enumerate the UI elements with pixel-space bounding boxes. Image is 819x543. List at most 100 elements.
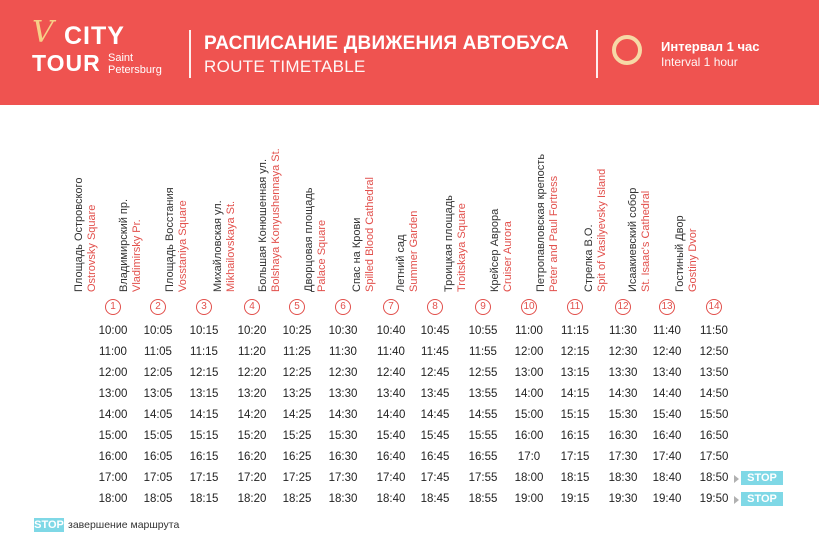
departure-time: 14:40 <box>376 409 406 421</box>
departure-time: 19:00 <box>514 493 544 505</box>
departure-time: 13:25 <box>282 388 312 400</box>
departure-time: 16:15 <box>560 430 590 442</box>
departure-time: 14:30 <box>328 409 358 421</box>
stop-name-ru: Дворцовая площадь <box>303 187 315 292</box>
logo-subtitle-line2: Petersburg <box>108 64 162 76</box>
stop-name-en: Vladimirsky Pr. <box>131 219 143 292</box>
departure-time: 13:40 <box>376 388 406 400</box>
departure-time: 11:25 <box>283 346 311 358</box>
departure-time: 17:45 <box>420 472 450 484</box>
departure-time: 15:25 <box>282 430 312 442</box>
departure-time: 11:40 <box>377 346 405 358</box>
departure-time: 13:30 <box>608 367 638 379</box>
departure-time: 11:30 <box>609 325 637 337</box>
stop-number-badge: 11 <box>567 299 583 315</box>
interval-label-en: Interval 1 hour <box>661 55 738 69</box>
departure-time: 18:40 <box>376 493 406 505</box>
departure-time: 18:05 <box>143 493 173 505</box>
page-title-ru: РАСПИСАНИЕ ДВИЖЕНИЯ АВТОБУСА <box>204 33 569 54</box>
stop-name-en: Ostrovsky Square <box>86 204 98 292</box>
departure-time: 12:40 <box>376 367 406 379</box>
stop-number-badge: 5 <box>289 299 305 315</box>
departure-time: 13:00 <box>98 388 128 400</box>
stop-name-en: St. Isaac's Cathedral <box>640 190 652 292</box>
stop-name: Площадь Восстания Vosstaniya Square <box>164 187 190 292</box>
departure-time: 11:50 <box>700 325 728 337</box>
departure-time: 15:20 <box>237 430 267 442</box>
arrow-right-icon <box>734 475 739 483</box>
stop-name-en: Troitskaya Square <box>456 203 468 292</box>
stop-name: Михайловская ул. Mikhailovskaya St. <box>212 200 238 292</box>
departure-time: 18:55 <box>468 493 498 505</box>
departure-time: 19:40 <box>652 493 682 505</box>
page-title-en: ROUTE TIMETABLE <box>204 57 366 76</box>
departure-time: 16:25 <box>282 451 312 463</box>
departure-time: 13:50 <box>699 367 729 379</box>
interval-label-ru: Интервал 1 час <box>661 39 760 54</box>
departure-time: 15:30 <box>328 430 358 442</box>
departure-time: 14:40 <box>652 388 682 400</box>
stop-name-en: Spit of Vasilyevsky Island <box>596 168 608 292</box>
departure-time: 14:15 <box>189 409 219 421</box>
header-banner: V CITY TOUR Saint Petersburg РАСПИСАНИЕ … <box>0 0 819 105</box>
stop-number-badge: 9 <box>475 299 491 315</box>
header-divider-left <box>189 30 191 78</box>
stop-name-en: Vosstaniya Square <box>177 200 189 292</box>
departure-time: 13:55 <box>468 388 498 400</box>
departure-time: 13:20 <box>237 388 267 400</box>
stop-number-badge: 1 <box>105 299 121 315</box>
departure-time: 16:30 <box>608 430 638 442</box>
departure-time: 12:25 <box>282 367 312 379</box>
departure-time: 15:00 <box>514 409 544 421</box>
departure-time: 17:50 <box>699 451 729 463</box>
departure-time: 12:00 <box>98 367 128 379</box>
departure-time: 17:05 <box>143 472 173 484</box>
stop-name: Стрелка В.О. Spit of Vasilyevsky Island <box>583 169 609 292</box>
stop-name: Большая Конюшенная ул. Bolshaya Konyushen… <box>257 148 283 292</box>
stop-number-badge: 7 <box>383 299 399 315</box>
stop-name-en: Cruiser Aurora <box>502 221 514 292</box>
stop-name-en: Palace Square <box>316 219 328 292</box>
departure-time: 17:00 <box>98 472 128 484</box>
departure-time: 17:30 <box>328 472 358 484</box>
departure-time: 14:00 <box>98 409 128 421</box>
stop-number-badge: 8 <box>427 299 443 315</box>
stop-name: Троицкая площадь Troitskaya Square <box>443 195 469 292</box>
departure-time: 18:20 <box>237 493 267 505</box>
legend-text: завершение маршрута <box>68 519 180 531</box>
stop-number-badge: 3 <box>196 299 212 315</box>
stop-name: Спас на Крови Spilled Blood Cathedral <box>351 177 377 292</box>
departure-time: 18:30 <box>608 472 638 484</box>
departure-time: 14:45 <box>420 409 450 421</box>
departure-time: 15:15 <box>189 430 219 442</box>
departure-time: 10:40 <box>376 325 406 337</box>
departure-time: 11:45 <box>421 346 449 358</box>
logo-subtitle: Saint Petersburg <box>108 52 178 76</box>
departure-time: 17:40 <box>652 451 682 463</box>
stop-name-ru: Гостиный Двор <box>674 215 686 292</box>
departure-time: 11:30 <box>329 346 357 358</box>
departure-time: 11:55 <box>469 346 497 358</box>
departure-time: 11:05 <box>144 346 172 358</box>
departure-time: 16:20 <box>237 451 267 463</box>
departure-time: 10:55 <box>468 325 498 337</box>
departure-time: 11:15 <box>190 346 218 358</box>
stop-name: Площадь Островского Ostrovsky Square <box>73 178 99 292</box>
departure-time: 12:45 <box>420 367 450 379</box>
departure-time: 12:15 <box>189 367 219 379</box>
stop-name-en: Spilled Blood Cathedral <box>364 177 376 292</box>
departure-time: 18:25 <box>282 493 312 505</box>
departure-time: 14:50 <box>699 388 729 400</box>
departure-time: 15:15 <box>560 409 590 421</box>
departure-time: 12:50 <box>699 346 729 358</box>
departure-time: 14:20 <box>237 409 267 421</box>
departure-time: 15:30 <box>608 409 638 421</box>
departure-time: 14:25 <box>282 409 312 421</box>
departure-time: 16:55 <box>468 451 498 463</box>
departure-time: 18:45 <box>420 493 450 505</box>
arrow-right-icon <box>734 496 739 504</box>
departure-time: 17:30 <box>608 451 638 463</box>
route-end-stop-badge: STOP <box>741 492 783 506</box>
stop-number-badge: 14 <box>706 299 722 315</box>
departure-time: 11:15 <box>561 325 589 337</box>
